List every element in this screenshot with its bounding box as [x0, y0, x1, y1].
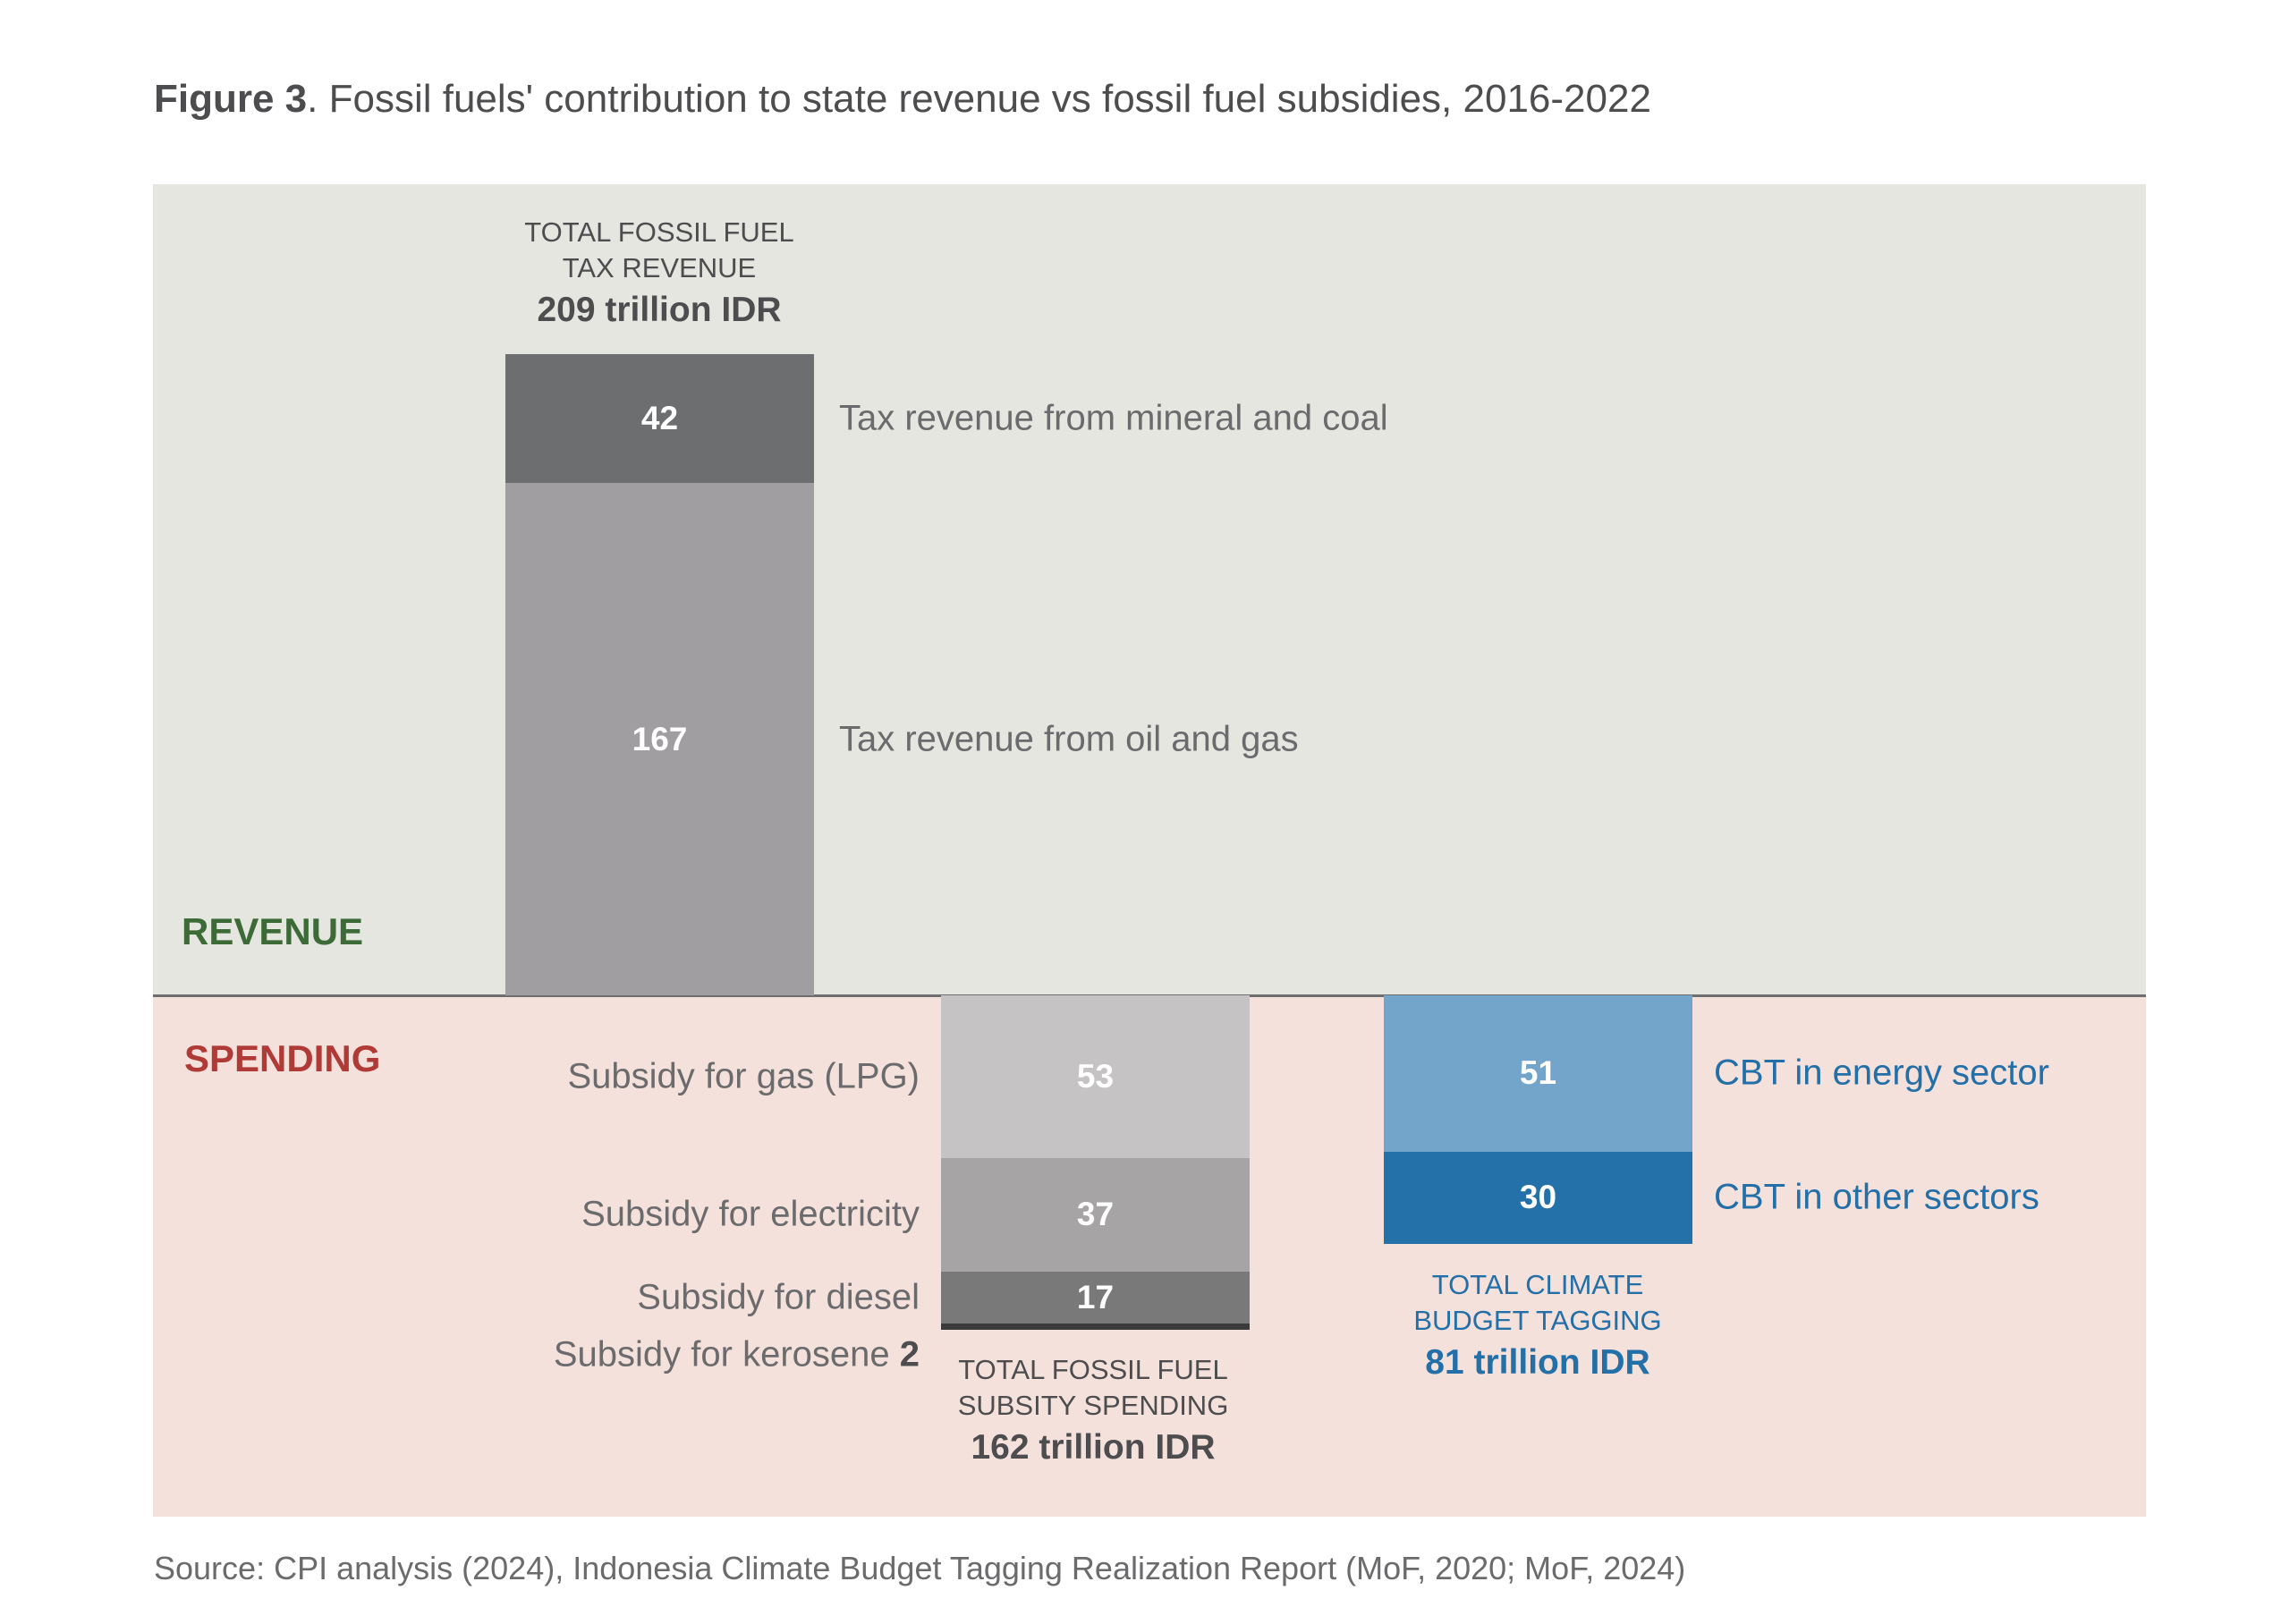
subsidy-total-value: 162 trillion IDR	[971, 1428, 1216, 1467]
bar-subsidy-for-electricity: 37	[941, 1157, 1250, 1272]
subsidy-total-caption-2: SUBSITY SPENDING	[957, 1390, 1229, 1421]
cbt-total-caption-2: BUDGET TAGGING	[1413, 1305, 1662, 1336]
figure-title-text: . Fossil fuels' contribution to state re…	[307, 77, 1651, 121]
bar-tax-revenue-from-oil-and-gas: 167	[505, 483, 814, 995]
label-subsidy-for-diesel: Subsidy for diesel	[637, 1277, 920, 1317]
label-subsidy-for-electricity: Subsidy for electricity	[581, 1194, 920, 1234]
label-subsidy-for-kerosene: Subsidy for kerosene 2	[553, 1334, 920, 1374]
revenue-total-value: 209 trillion IDR	[537, 291, 782, 329]
label-tax-revenue-from-oil-and-gas: Tax revenue from oil and gas	[839, 719, 1299, 759]
value-subsidy-for-kerosene: 2	[899, 1334, 920, 1374]
bar-cbt-in-other-sectors: 30	[1384, 1151, 1692, 1244]
label-subsidy-for-gas-lpg: Subsidy for gas (LPG)	[567, 1056, 920, 1096]
bar-subsidy-for-gas-lpg: 53	[941, 995, 1250, 1158]
spending-section-label: SPENDING	[184, 1037, 381, 1079]
revenue-section-label: REVENUE	[182, 910, 364, 952]
cbt-total-caption-1: TOTAL CLIMATE	[1431, 1269, 1644, 1300]
bar-subsidy-for-kerosene	[941, 1324, 1250, 1330]
bar-tax-revenue-from-mineral-and-coal: 42	[505, 354, 814, 484]
subsidy-total-caption-1: TOTAL FOSSIL FUEL	[958, 1354, 1228, 1385]
label-cbt-in-other-sectors: CBT in other sectors	[1714, 1177, 2039, 1217]
label-tax-revenue-from-mineral-and-coal: Tax revenue from mineral and coal	[839, 398, 1388, 438]
revenue-total-caption-1: TOTAL FOSSIL FUEL	[524, 216, 794, 248]
cbt-total: TOTAL CLIMATE BUDGET TAGGING 81 trillion…	[1413, 1267, 1661, 1387]
bar-cbt-in-energy-sector: 51	[1384, 995, 1692, 1152]
revenue-total-caption-2: TAX REVENUE	[562, 252, 757, 283]
source-note: Source: CPI analysis (2024), Indonesia C…	[154, 1550, 1686, 1586]
label-cbt-in-energy-sector: CBT in energy sector	[1714, 1053, 2049, 1093]
cbt-total-value: 81 trillion IDR	[1425, 1343, 1650, 1382]
bar-subsidy-for-diesel: 17	[941, 1271, 1250, 1324]
figure-title: Figure 3. Fossil fuels' contribution to …	[154, 77, 1651, 122]
revenue-panel	[153, 184, 2146, 996]
subsidy-total: TOTAL FOSSIL FUEL SUBSITY SPENDING 162 t…	[958, 1352, 1229, 1472]
figure-number: Figure 3	[154, 77, 308, 121]
revenue-total: TOTAL FOSSIL FUEL TAX REVENUE 209 trilli…	[524, 215, 793, 334]
